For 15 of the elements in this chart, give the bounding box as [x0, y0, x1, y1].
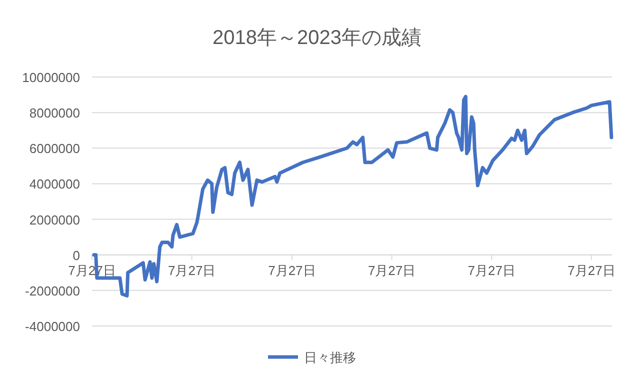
x-tick-label: 7月27日: [568, 262, 616, 278]
y-tick-label: 8000000: [29, 106, 80, 121]
y-tick-label: 2000000: [29, 212, 80, 228]
legend-label: 日々推移: [304, 350, 356, 365]
x-tick-label: 7月27日: [168, 262, 216, 278]
y-tick-label: -2000000: [25, 283, 80, 298]
x-tick-label: 7月27日: [268, 262, 316, 278]
chart-title: 2018年～2023年の成績: [212, 27, 422, 49]
x-tick-label: 7月27日: [368, 262, 416, 278]
y-tick-label: 4000000: [29, 176, 80, 192]
y-tick-label: -4000000: [25, 319, 80, 334]
x-tick-label: 7月27日: [468, 262, 516, 278]
y-tick-label: 0: [72, 248, 80, 263]
y-tick-label: 6000000: [29, 141, 80, 156]
y-tick-label: 10000000: [22, 70, 80, 85]
